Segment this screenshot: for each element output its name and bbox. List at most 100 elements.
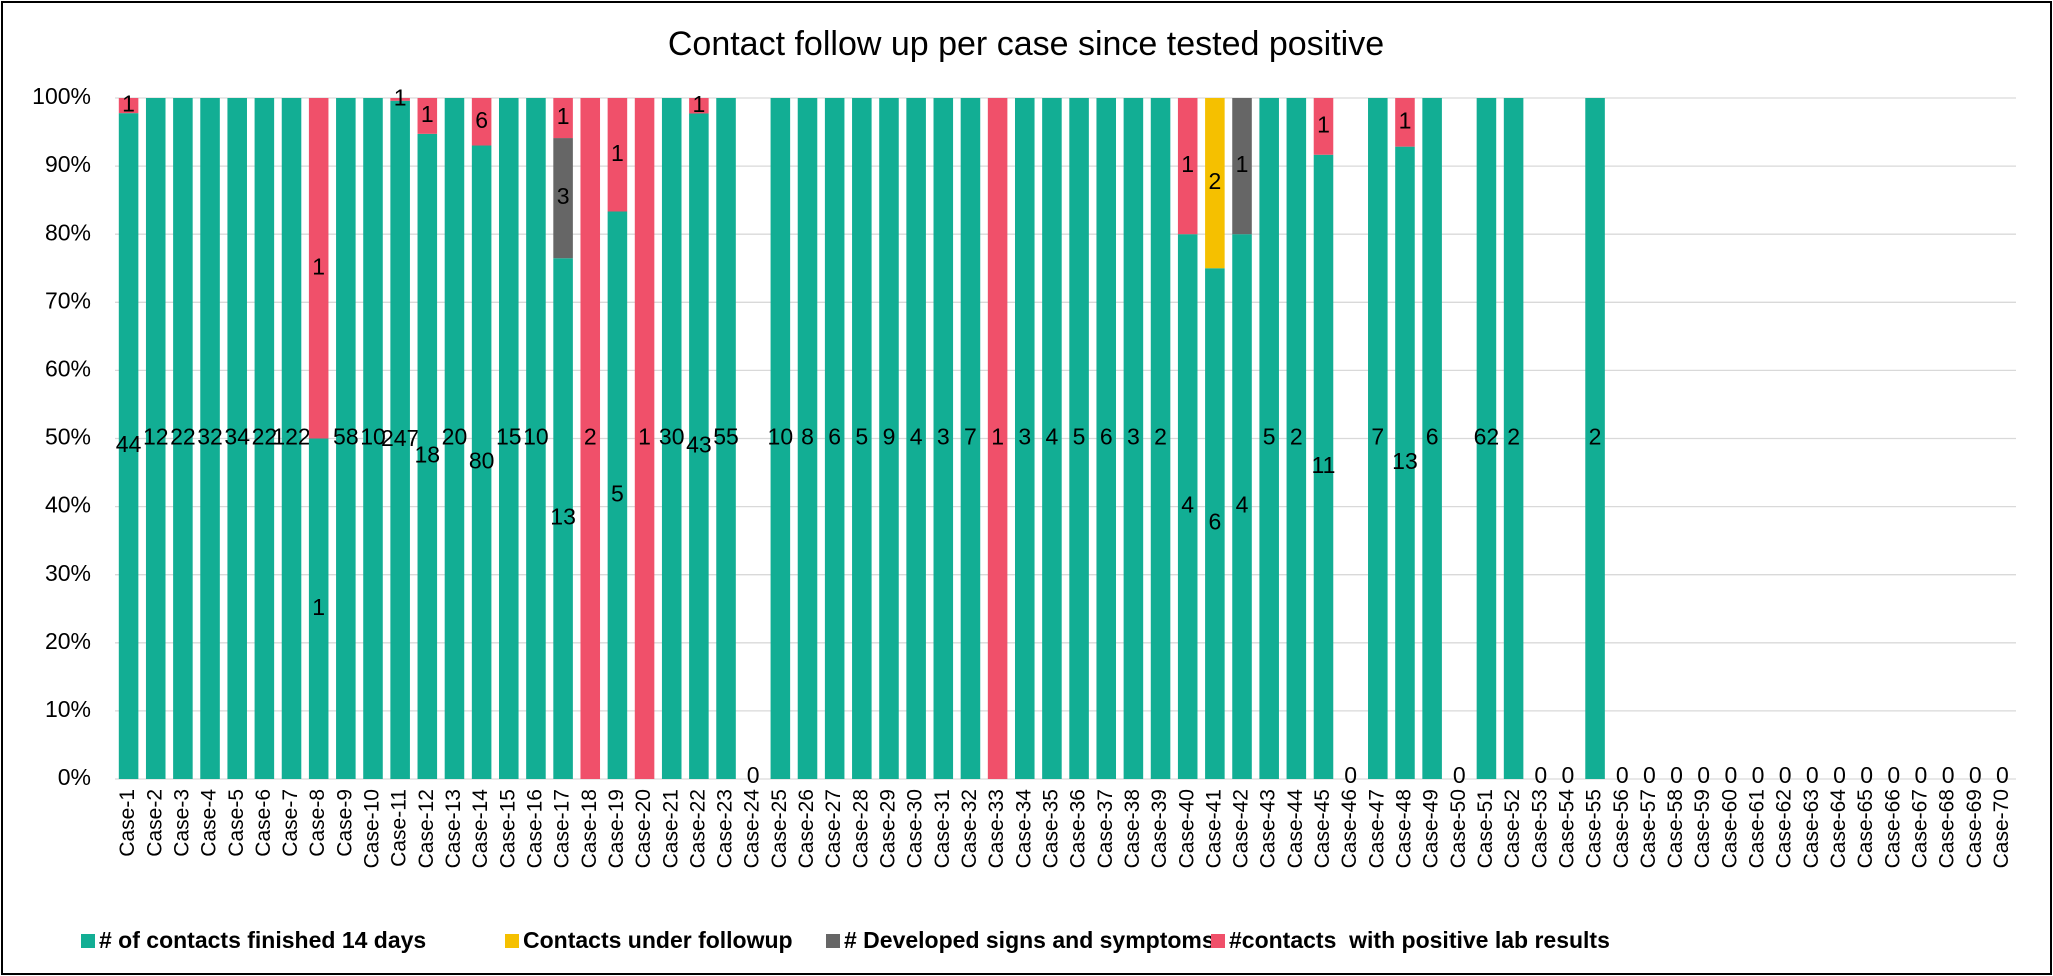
y-tick-label: 80% <box>45 219 91 245</box>
x-tick-label: Case-60 <box>1718 789 1741 868</box>
bar-segment <box>118 98 139 114</box>
data-label: 0 <box>1697 762 1710 788</box>
data-label: 43 <box>686 431 712 457</box>
bar-segment <box>1368 98 1388 779</box>
data-label: 6 <box>475 107 488 133</box>
bar-segment <box>580 98 601 779</box>
data-label: 0 <box>1833 762 1846 788</box>
x-tick-label: Case-2 <box>143 789 166 857</box>
bar-segment <box>1177 234 1198 779</box>
data-label: 13 <box>550 504 576 530</box>
x-tick-label: Case-62 <box>1773 789 1796 868</box>
x-tick-label: Case-32 <box>958 789 981 868</box>
x-tick-label: Case-12 <box>415 789 438 868</box>
x-tick-label: Case-70 <box>1990 789 2013 868</box>
data-label: 122 <box>272 424 310 450</box>
x-tick-label: Case-57 <box>1637 789 1660 868</box>
bar-segment <box>1313 98 1334 155</box>
y-tick-label: 70% <box>45 287 91 313</box>
x-tick-label: Case-56 <box>1610 789 1633 868</box>
bar-segment <box>1205 268 1225 779</box>
bar-segment <box>1205 98 1225 269</box>
bar-segment <box>553 138 573 259</box>
data-label: 13 <box>1392 448 1418 474</box>
x-tick-label: Case-61 <box>1746 789 1769 868</box>
data-label: 0 <box>1779 762 1792 788</box>
x-tick-label: Case-46 <box>1338 789 1361 868</box>
legend-label: # of contacts finished 14 days <box>99 927 426 953</box>
bar-segment <box>716 98 736 779</box>
data-label: 1 <box>638 424 651 450</box>
data-label: 0 <box>1453 762 1466 788</box>
x-tick-label: Case-69 <box>1963 789 1986 868</box>
x-tick-label: Case-4 <box>198 789 221 857</box>
x-tick-label: Case-35 <box>1039 789 1062 868</box>
x-tick-label: Case-59 <box>1691 789 1714 868</box>
data-label: 6 <box>1100 424 1113 450</box>
data-label: 15 <box>496 424 522 450</box>
data-label: 1 <box>312 253 325 279</box>
data-label: 11 <box>1312 452 1336 478</box>
data-label: 0 <box>1534 762 1547 788</box>
x-tick-label: Case-66 <box>1881 789 1904 868</box>
x-tick-label: Case-13 <box>442 789 465 868</box>
data-label: 34 <box>224 424 250 450</box>
x-tick-label: Case-14 <box>469 789 492 869</box>
x-tick-label: Case-8 <box>306 789 329 857</box>
bar-segment <box>1585 98 1605 779</box>
x-tick-label: Case-30 <box>904 789 927 868</box>
bar-segment <box>1259 98 1279 779</box>
data-label: 1 <box>394 84 407 110</box>
y-tick-label: 0% <box>58 764 91 790</box>
x-tick-label: Case-55 <box>1583 789 1606 868</box>
bar-segment <box>1123 98 1144 779</box>
x-tick-label: Case-23 <box>714 789 737 868</box>
data-label: 247 <box>381 425 419 451</box>
bar-segment <box>1476 98 1497 779</box>
data-label: 0 <box>1616 762 1629 788</box>
data-label: 44 <box>116 431 142 457</box>
y-tick-label: 40% <box>45 492 91 518</box>
data-label: 1 <box>122 91 135 117</box>
data-label: 55 <box>713 424 739 450</box>
data-label: 32 <box>197 424 223 450</box>
x-tick-label: Case-21 <box>659 789 682 868</box>
data-label: 0 <box>1969 762 1982 788</box>
data-label: 0 <box>1670 762 1683 788</box>
x-tick-label: Case-63 <box>1800 789 1823 868</box>
bar-segment <box>634 98 655 779</box>
x-tick-label: Case-7 <box>279 789 302 857</box>
x-tick-label: Case-51 <box>1474 789 1497 868</box>
data-label: 0 <box>1562 762 1575 788</box>
bar-segment <box>770 98 791 779</box>
data-label: 3 <box>937 424 950 450</box>
data-label: 1 <box>991 424 1004 450</box>
data-label: 1 <box>557 103 570 129</box>
x-tick-label: Case-26 <box>795 789 818 868</box>
bar-segment <box>1177 98 1198 235</box>
bar-segment <box>1422 98 1442 779</box>
data-label: 6 <box>1426 424 1439 450</box>
x-tick-label: Case-17 <box>551 789 574 868</box>
bar-segment <box>308 98 329 439</box>
y-tick-label: 20% <box>45 628 91 654</box>
bar-segment <box>906 98 926 779</box>
data-label: 7 <box>1371 424 1384 450</box>
legend-label: Contacts under followup <box>523 927 793 953</box>
data-label: 8 <box>801 424 814 450</box>
data-label: 20 <box>442 424 468 450</box>
bar-segment <box>471 145 492 780</box>
data-label: 2 <box>1589 424 1602 450</box>
bar-segment <box>1014 98 1035 779</box>
x-tick-label: Case-25 <box>768 789 791 868</box>
data-label: 0 <box>1942 762 1955 788</box>
data-label: 0 <box>1344 762 1357 788</box>
x-tick-label: Case-52 <box>1501 789 1524 868</box>
data-label: 2 <box>584 424 597 450</box>
x-tick-label: Case-6 <box>252 789 275 857</box>
bar-segment <box>1313 154 1334 779</box>
data-label: 58 <box>333 424 359 450</box>
bar-segment <box>173 98 193 779</box>
legend-swatch <box>81 934 95 948</box>
